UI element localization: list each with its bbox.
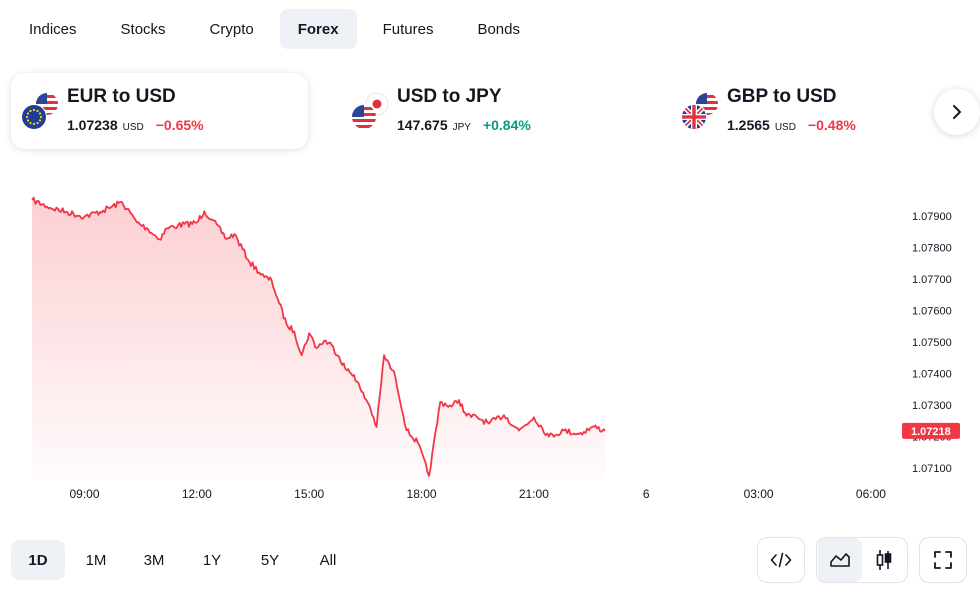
x-tick-label: 6 [643, 487, 650, 501]
range-1d[interactable]: 1D [11, 540, 65, 580]
code-icon [770, 552, 792, 568]
tab-crypto[interactable]: Crypto [209, 20, 254, 38]
price-line [31, 196, 606, 477]
ticker-name: USD to JPY [397, 86, 502, 107]
ticker-card-eurusd[interactable]: EUR to USD 1.07238 USD −0.65% [11, 73, 308, 149]
chevron-right-icon [953, 105, 961, 119]
embed-button[interactable] [759, 538, 803, 582]
ticker-quote: 1.07238 USD −0.65% [67, 117, 204, 133]
ticker-change: +0.84% [482, 117, 531, 133]
gbp-usd-flags-icon [681, 93, 718, 130]
ticker-price: 147.675 [397, 117, 448, 133]
ticker-unit: USD [774, 122, 796, 133]
y-tick-label: 1.07400 [912, 369, 952, 381]
range-1m[interactable]: 1M [85, 551, 107, 569]
range-selector: 1D 1M 3M 1Y 5Y All [11, 540, 359, 580]
x-tick-label: 03:00 [744, 487, 774, 501]
ticker-change: −0.65% [155, 117, 204, 133]
ticker-card-usdjpy[interactable]: USD to JPY 147.675 JPY +0.84% [341, 73, 638, 149]
market-tabs: Indices Stocks Crypto Forex Futures Bond… [11, 9, 538, 49]
ticker-price: 1.2565 [727, 117, 770, 133]
tab-forex[interactable]: Forex [279, 9, 357, 49]
y-tick-label: 1.07800 [912, 243, 952, 255]
y-tick-label: 1.07200 [912, 432, 952, 444]
y-tick-label: 1.07600 [912, 306, 952, 318]
chart-style-control [816, 537, 908, 583]
candlestick-icon [876, 550, 892, 570]
x-tick-label: 15:00 [294, 487, 324, 501]
tab-indices[interactable]: Indices [29, 20, 77, 38]
last-price-marker: 1.07218 [902, 422, 960, 439]
tab-stocks[interactable]: Stocks [120, 20, 166, 38]
price-area [32, 197, 606, 480]
ticker-unit: USD [122, 122, 144, 133]
x-tick-label: 09:00 [69, 487, 99, 501]
y-tick-label: 1.07900 [912, 211, 952, 223]
last-price-label: 1.07218 [911, 426, 951, 438]
usd-jpy-flags-icon [351, 92, 389, 130]
tab-bonds[interactable]: Bonds [477, 20, 520, 38]
x-tick-label: 18:00 [407, 487, 437, 501]
eur-usd-flags-icon [21, 93, 58, 130]
fullscreen-control [919, 537, 967, 583]
fullscreen-icon [934, 551, 952, 569]
y-tick-label: 1.07300 [912, 400, 952, 412]
tab-futures[interactable]: Futures [382, 20, 434, 38]
ticker-change: −0.48% [807, 117, 856, 133]
area-style-button[interactable] [818, 538, 862, 582]
range-3m[interactable]: 3M [143, 551, 165, 569]
y-tick-label: 1.07100 [912, 463, 952, 475]
area-chart-icon [830, 553, 850, 567]
ticker-unit: JPY [452, 122, 471, 133]
last-price-badge [902, 422, 960, 439]
embed-control [757, 537, 805, 583]
ticker-name: GBP to USD [727, 86, 837, 107]
ticker-carousel: EUR to USD 1.07238 USD −0.65% [11, 73, 971, 149]
y-tick-label: 1.07500 [912, 337, 952, 349]
range-all[interactable]: All [319, 551, 337, 569]
range-5y[interactable]: 5Y [260, 551, 280, 569]
ticker-quote: 147.675 JPY +0.84% [397, 117, 531, 133]
x-tick-label: 12:00 [182, 487, 212, 501]
ticker-quote: 1.2565 USD −0.48% [727, 117, 856, 133]
fullscreen-button[interactable] [921, 538, 965, 582]
ticker-name: EUR to USD [67, 86, 176, 107]
candles-style-button[interactable] [862, 538, 906, 582]
ticker-price: 1.07238 [67, 117, 118, 133]
next-tickers-button[interactable] [934, 89, 980, 135]
x-tick-label: 06:00 [856, 487, 886, 501]
ticker-card-gbpusd[interactable]: GBP to USD 1.2565 USD −0.48% [671, 73, 968, 149]
y-tick-label: 1.07700 [912, 274, 952, 286]
range-1y[interactable]: 1Y [202, 551, 222, 569]
x-tick-label: 21:00 [519, 487, 549, 501]
